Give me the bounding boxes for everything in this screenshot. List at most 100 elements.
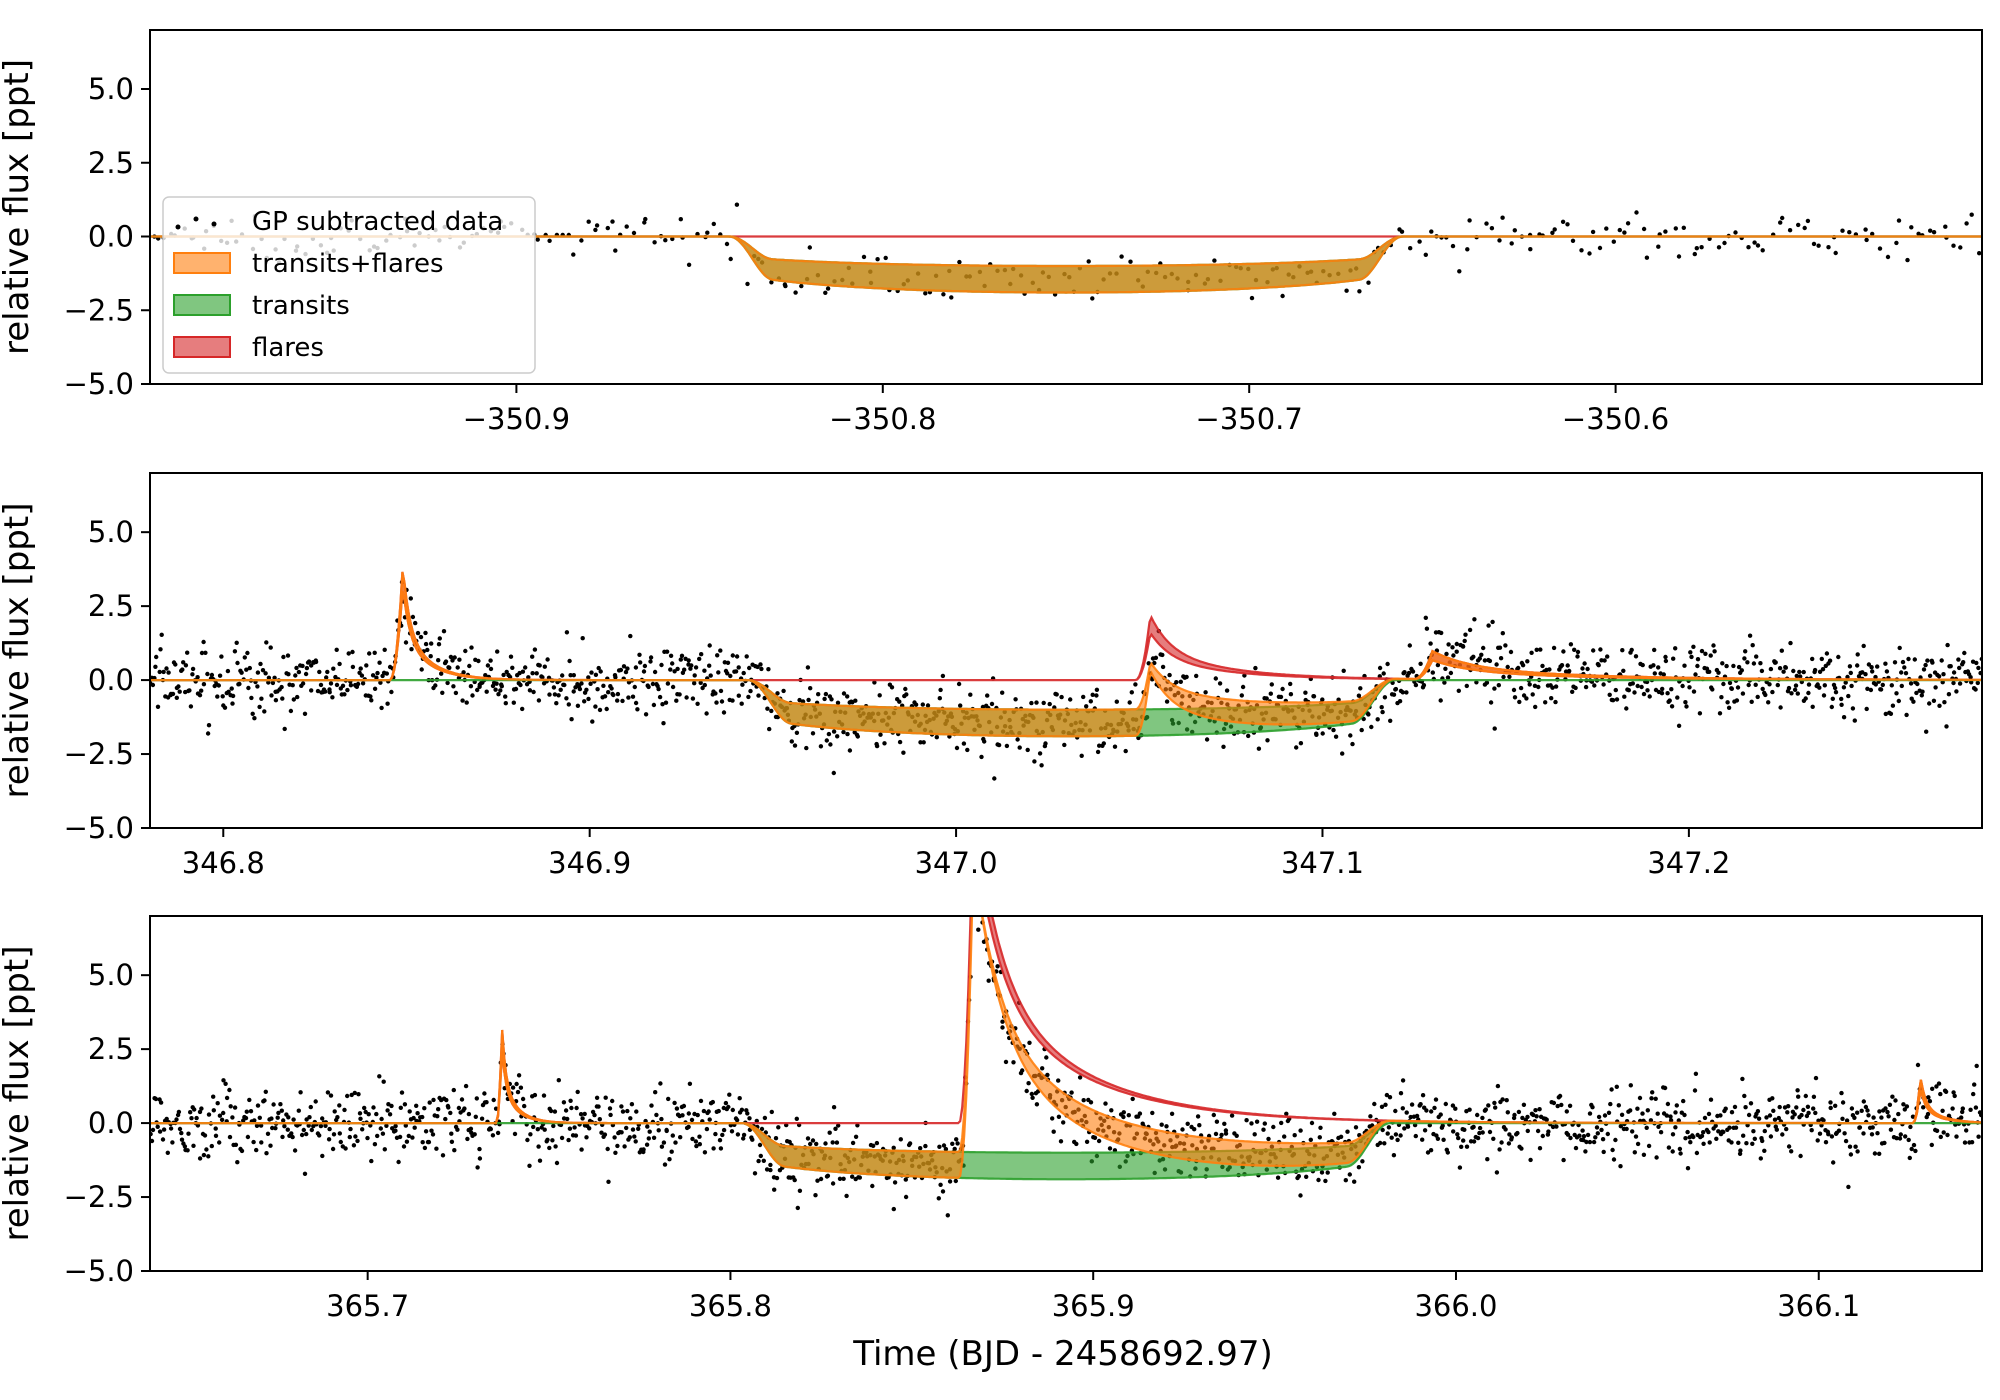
data-point [745,281,750,287]
data-point [827,1130,832,1135]
data-point [707,663,712,668]
data-point [1407,643,1413,648]
data-point [488,1126,493,1132]
data-point [1760,686,1765,692]
data-point [612,1135,617,1140]
data-point [1448,670,1454,676]
data-point [768,1167,773,1173]
data-point [1240,684,1246,690]
data-point [279,684,284,690]
data-point [725,660,731,665]
panel-bottom: 365.7 365.8 365.9 366.0 366.1−5.0−2.50.02.55… [0,915,1983,1323]
data-point [1839,1090,1844,1096]
data-point [1497,645,1503,650]
data-point [1350,741,1355,747]
data-point [1455,1132,1460,1137]
data-point [535,1127,540,1132]
data-point [1855,663,1860,668]
data-point [602,1132,608,1137]
data-point [1815,1138,1820,1143]
data-point [1660,686,1665,692]
data-point [1549,696,1554,701]
data-point [290,1134,295,1140]
data-point [1323,1178,1328,1184]
data-point [1383,1102,1388,1108]
data-point [1380,709,1385,715]
data-point [1946,692,1952,697]
data-point [263,1089,268,1095]
data-point [362,1105,367,1111]
data-point [503,701,508,706]
data-point [1683,1136,1688,1141]
data-point [422,1145,428,1151]
data-point [725,671,730,676]
data-point [1622,694,1627,699]
data-point [1030,1095,1035,1101]
data-point [1443,1101,1449,1107]
data-point [878,732,883,737]
data-point [1740,1076,1745,1082]
data-point [1785,1110,1790,1115]
legend-marker [211,221,217,227]
data-point [190,672,195,677]
data-point [1011,1060,1016,1065]
data-point [1552,227,1557,232]
data-point [1505,1110,1511,1115]
data-point [1716,670,1721,675]
data-point [1798,1153,1803,1159]
data-point [1451,1129,1456,1134]
data-point [1318,1125,1323,1131]
data-point [674,698,679,703]
data-point [1707,669,1712,674]
data-point [330,1146,336,1152]
data-point [1921,667,1927,672]
data-point [793,290,798,295]
data-point [1593,1135,1598,1140]
data-point [1839,696,1844,702]
data-point [1443,666,1448,671]
data-point [646,1136,651,1141]
data-point [1133,682,1138,687]
data-point [692,681,697,686]
data-point [1775,682,1781,688]
data-point [704,1126,710,1132]
data-point [678,217,683,222]
data-point [828,742,833,747]
data-point [578,1112,584,1117]
data-point [191,1143,196,1149]
data-point [540,675,545,680]
data-point [1044,1055,1049,1060]
data-point [396,1159,401,1165]
data-point [1973,687,1978,692]
data-point [1204,737,1210,742]
data-point [643,216,648,222]
data-point [1039,763,1044,768]
data-point [1180,1127,1185,1132]
data-point [808,686,813,691]
data-point [548,1108,554,1114]
data-point [1484,221,1489,226]
data-point [968,692,973,697]
data-point [498,688,503,693]
data-point [1178,679,1184,684]
data-point [1413,682,1419,688]
data-point [1746,1112,1752,1118]
data-point [1908,681,1914,686]
data-point [412,1125,417,1130]
data-point [182,1144,188,1149]
data-point [1352,1179,1357,1184]
data-point [1043,741,1048,746]
data-point [1791,668,1796,674]
data-point [1442,680,1447,685]
data-point [247,1097,252,1103]
data-point [262,1098,267,1103]
data-point [1512,228,1518,233]
data-point [508,654,514,659]
data-point [1583,1149,1588,1154]
data-point [853,698,858,703]
data-point [758,1153,763,1159]
data-point [598,669,603,674]
data-point [510,1085,516,1090]
data-point [1587,1111,1593,1116]
data-point [1430,670,1436,675]
